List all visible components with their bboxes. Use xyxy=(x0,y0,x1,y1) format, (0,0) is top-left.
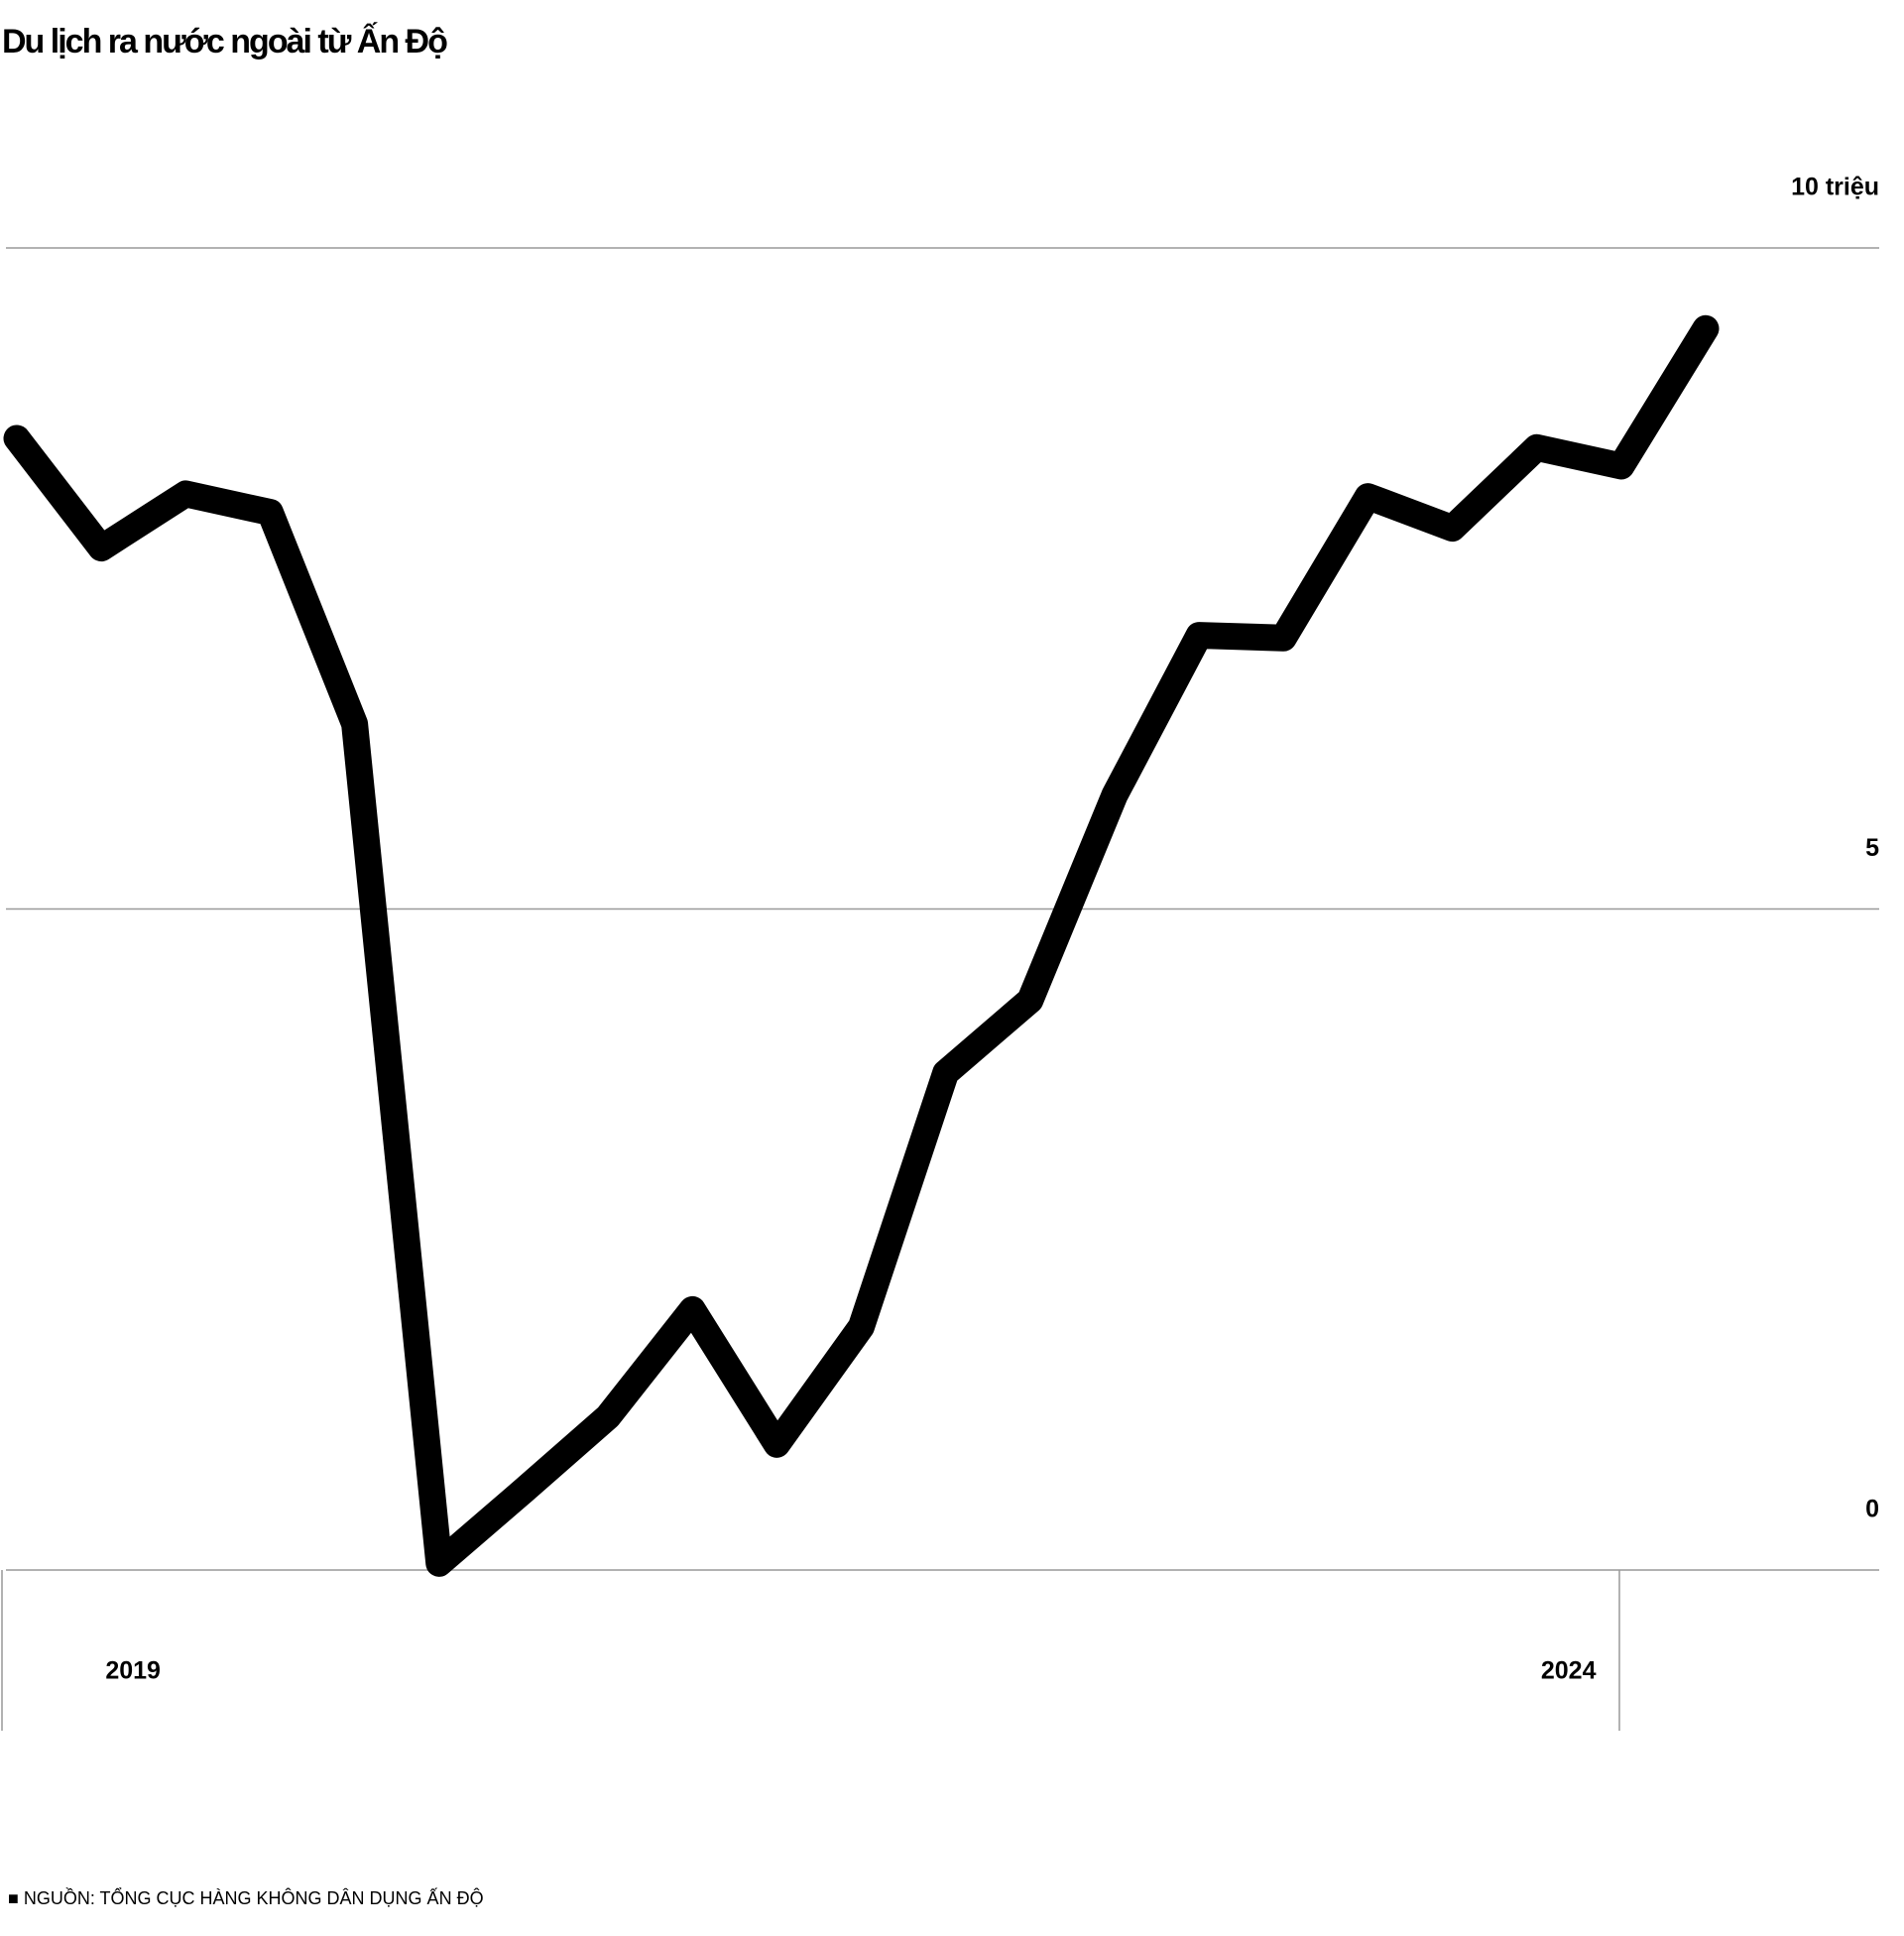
y-tick-label: 0 xyxy=(1865,1496,1879,1523)
x-tick-label: 2019 xyxy=(105,1657,161,1685)
line xyxy=(3,314,1720,1577)
y-tick-label: 10 triệu xyxy=(1791,174,1879,201)
chart-title: Du lịch ra nước ngoài từ Ấn Độ xyxy=(2,23,447,60)
y-tick-label: 5 xyxy=(1865,834,1879,862)
x-tick-label: 2024 xyxy=(1541,1657,1597,1685)
source: ■ NGUỒN: TỔNG CỤC HÀNG KHÔNG DÂN DỤNG ẤN… xyxy=(8,1887,484,1908)
